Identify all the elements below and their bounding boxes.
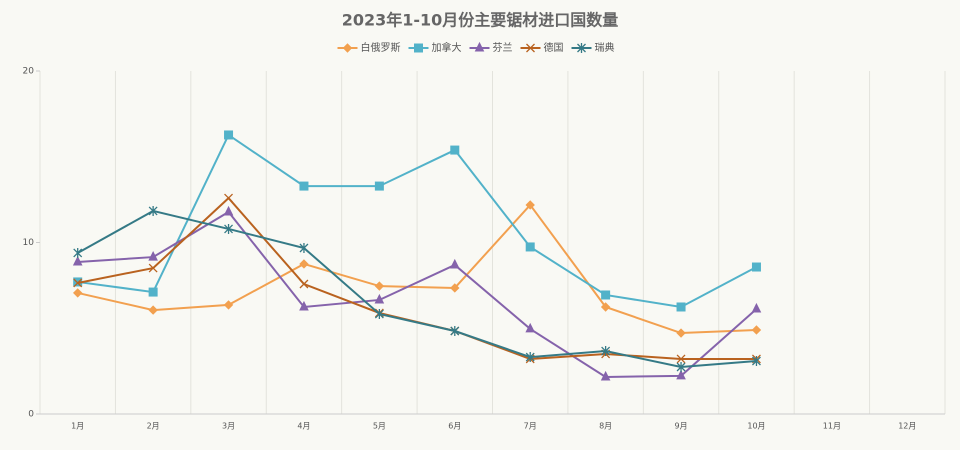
y-tick-label: 10 [23,238,35,248]
marker [299,300,309,311]
marker [299,259,309,269]
x-tick-label: 1月 [71,422,84,431]
marker [414,43,423,53]
marker [751,356,761,367]
legend-label: 瑞典 [595,41,615,54]
x-tick-label: 2月 [147,422,160,431]
marker [224,130,234,140]
marker [577,43,586,53]
y-tick-label: 0 [28,410,34,420]
series [73,130,761,312]
chart-title: 2023年1-10月份主要锯材进口国数量 [342,11,619,30]
x-tick-label: 4月 [297,422,310,431]
marker [474,41,485,52]
x-tick-label: 5月 [373,422,386,431]
legend: 白俄罗斯 加拿大 芬兰 德国 瑞典 [337,41,615,54]
legend-item: 加拿大 [408,41,462,54]
x-tick-label: 10月 [747,422,765,431]
marker [676,362,686,373]
y-tick-label: 20 [23,67,35,77]
marker [374,309,384,320]
x-tick-label: 9月 [674,422,687,431]
marker [72,255,83,266]
marker [450,283,460,293]
series-line [77,133,757,309]
marker [676,369,686,380]
series [72,205,762,381]
legend-label: 芬兰 [493,41,513,54]
marker [601,346,611,357]
legend-item: 瑞典 [571,41,615,54]
marker [73,278,83,288]
x-tick-label: 12月 [898,422,916,431]
marker [148,250,158,261]
marker [374,293,385,304]
legend-label: 加拿大 [432,41,462,54]
legend-label: 白俄罗斯 [361,41,401,54]
legend-item: 德国 [520,41,564,54]
x-tick-label: 6月 [448,422,461,431]
marker [224,223,234,234]
legend-item: 白俄罗斯 [337,41,401,54]
marker [148,263,158,273]
marker [676,302,686,312]
marker [449,258,460,269]
series [73,205,761,373]
marker [224,193,234,203]
legend-label: 德国 [544,41,564,54]
marker [600,370,611,381]
series-line [77,203,757,335]
marker [342,43,353,53]
marker [676,354,686,364]
marker [600,302,611,312]
x-tick-label: 8月 [599,422,612,431]
x-tick-label: 11月 [823,422,841,431]
marker [450,325,460,336]
marker [751,302,762,313]
marker [525,322,536,333]
marker [676,328,686,338]
marker [299,242,309,253]
marker [299,279,309,289]
series [73,200,762,338]
marker [148,287,158,297]
marker [73,247,83,258]
marker [601,290,611,300]
marker [148,205,158,216]
marker [751,325,762,335]
marker [751,262,761,272]
marker [299,181,309,191]
marker [525,242,535,252]
marker [73,288,83,298]
marker [148,305,158,315]
marker [450,145,460,155]
series-line [77,210,758,378]
marker [223,300,234,310]
marker [526,43,535,53]
x-tick-label: 7月 [524,422,537,431]
marker [374,181,384,191]
marker [223,205,234,216]
marker [525,200,535,210]
series-line [77,209,757,369]
x-tick-label: 3月 [222,422,235,431]
marker [374,281,385,291]
marker [525,352,535,363]
legend-item: 芬兰 [469,41,513,54]
